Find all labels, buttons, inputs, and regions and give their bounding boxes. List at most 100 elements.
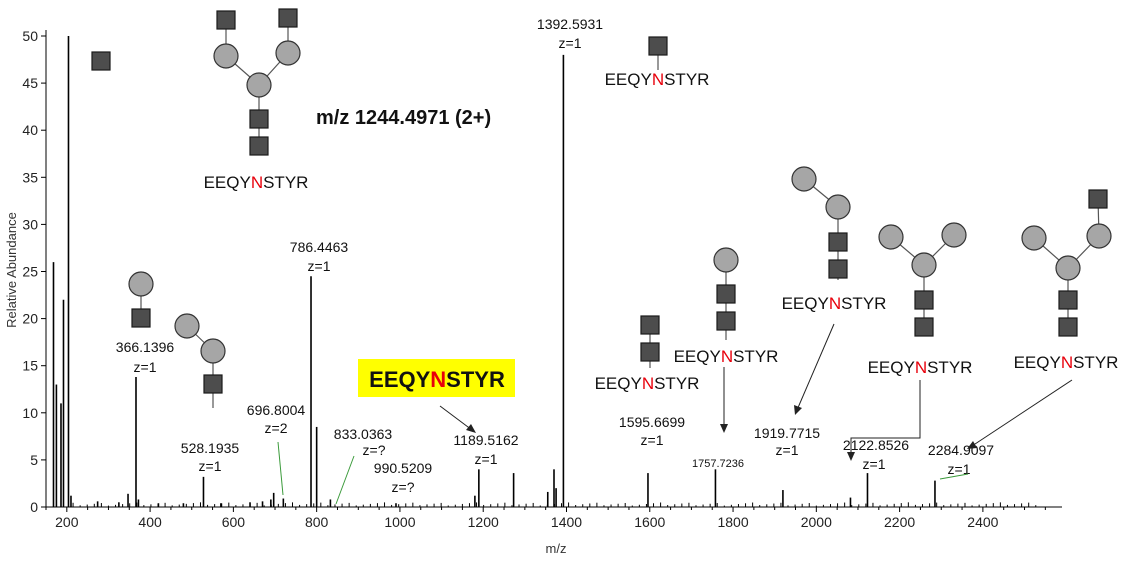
hexose-circle [275,40,301,66]
peak-mz-label: 366.1396 [116,339,175,355]
hexose-circle [1086,223,1112,249]
peak-charge-label: z=1 [863,456,886,472]
peak-mz-label: 833.0363 [334,426,393,442]
peptide-seq: EEQYNSTYR [1014,353,1119,372]
hexose-circle [200,338,226,364]
y-ticks: 0 5 10 15 20 25 30 35 40 45 50 [22,28,46,515]
peak-mz-label: 990.5209 [374,460,433,476]
peak-mz-label: 528.1935 [181,440,240,456]
glycan-1392: EEQYNSTYR [605,36,710,89]
glycan-528 [174,313,226,408]
arrowhead-2122 [847,452,855,461]
y-tick-label: 5 [30,452,38,468]
green-line-2284 [939,473,969,480]
peptide-seq: EEQYNSTYR [605,70,710,89]
hexnac-square [1058,290,1078,310]
hexnac-square [828,259,848,279]
glycan-366 [128,271,154,328]
glycan-1919: EEQYNSTYR [782,166,886,313]
x-tick-label: 2000 [801,514,832,530]
peak-mz-label: 1919.7715 [754,425,820,441]
arrow-1919 [796,323,835,411]
annotation-arrows [277,323,1073,505]
arrowhead-1757 [720,424,728,433]
glycan-main: EEQYNSTYR [204,8,309,192]
x-tick-label: 600 [222,514,246,530]
x-tick-label: 200 [55,514,79,530]
y-tick-label: 15 [22,358,38,374]
peak-mz-label: 1392.5931 [537,16,603,32]
x-tick-label: 400 [138,514,162,530]
hexose-circle [941,222,967,248]
x-axis-label: m/z [546,541,567,556]
hexose-circle [174,313,200,339]
arrow-2284 [971,379,1073,447]
hexose-circle [1021,225,1047,251]
hexose-circle [213,43,239,69]
peptide-seq-highlight: EEQYNSTYR [369,367,505,392]
x-tick-label: 800 [305,514,329,530]
peak-charge-label: z=1 [559,35,582,51]
peptide-highlight: EEQYNSTYR [358,359,515,397]
y-tick-label: 35 [22,169,38,185]
hexose-circle [911,252,937,278]
peak-mz-label: 696.8004 [247,402,306,418]
hexnac-square [828,232,848,252]
peptide-seq: EEQYNSTYR [868,358,973,377]
peptide-seq: EEQYNSTYR [674,347,779,366]
hexnac-square [249,136,269,156]
peak-charge-label: z=2 [265,420,288,436]
peak-charge-label: z=1 [475,451,498,467]
hexnac-square [131,308,151,328]
peak-mz-label: 1595.6699 [619,414,685,430]
hexose-circle [1055,255,1081,281]
peak-charge-label: z=1 [948,461,971,477]
hexose-circle [246,72,272,98]
y-tick-label: 45 [22,75,38,91]
y-tick-label: 30 [22,216,38,232]
y-axis-label: Relative Abundance [4,212,19,328]
x-tick-label: 1800 [717,514,748,530]
hexnac-square [203,374,223,394]
chart-title: m/z 1244.4971 (2+) [316,107,491,129]
x-tick-label: 1600 [634,514,665,530]
green-line-833 [335,455,355,505]
highlight-box [358,359,515,397]
x-tick-label: 1000 [384,514,415,530]
arrow-1189 [439,405,473,431]
peak-mz-label: 2122.8526 [843,437,909,453]
glycan-2122: EEQYNSTYR [868,222,973,377]
hexnac-square [216,10,236,30]
y-tick-label: 20 [22,311,38,327]
peaks [52,36,1037,507]
y-tick-label: 50 [22,28,38,44]
x-ticks: 200 400 600 800 1000 1200 1400 1600 1800 2000 2200… [45,507,1046,530]
hexnac-square [648,36,668,56]
hexnac-square [278,8,298,28]
hexnac-square-204 [91,51,111,71]
hexnac-square [914,317,934,337]
arrowhead-1919 [794,405,802,415]
hexose-circle [791,166,817,192]
x-tick-label: 1200 [468,514,499,530]
hexnac-square [640,342,660,362]
hexnac-square [914,290,934,310]
axes [45,30,1062,508]
hexose-circle [128,271,154,297]
hexnac-square [249,109,269,129]
hexose-circle [878,224,904,250]
peak-charge-label: z=1 [641,432,664,448]
green-line-696 [277,441,284,496]
peak-mz-label: 1757.7236 [692,458,744,470]
peak-mz-label: 786.4463 [290,239,349,255]
hexnac-square [1088,189,1108,209]
x-tick-label: 2200 [884,514,915,530]
glycan-1757: EEQYNSTYR [674,247,779,366]
peak-charge-label: z=1 [308,258,331,274]
connector-2122 [850,380,921,456]
peptide-seq: EEQYNSTYR [204,173,309,192]
y-tick-label: 40 [22,122,38,138]
hexnac-square [1058,317,1078,337]
peak-mz-label: 1189.5162 [453,432,518,448]
